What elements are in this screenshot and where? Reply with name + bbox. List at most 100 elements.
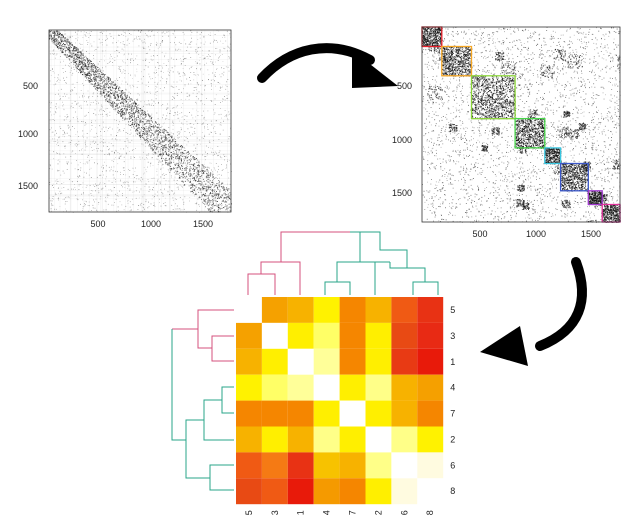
scatter-dot	[430, 203, 432, 205]
scatter-dot	[176, 162, 178, 164]
scatter-dot	[56, 38, 57, 40]
scatter-dot	[158, 102, 159, 104]
scatter-dot	[192, 192, 194, 194]
scatter-dot	[216, 205, 218, 207]
scatter-dot	[84, 205, 86, 207]
scatter-dot	[160, 167, 162, 169]
scatter-dot	[182, 186, 183, 188]
scatter-dot	[49, 184, 50, 186]
scatter-dot	[145, 201, 147, 203]
scatter-dot	[112, 65, 114, 66]
scatter-dot	[188, 185, 190, 187]
scatter-dot	[186, 165, 188, 167]
scatter-dot	[79, 47, 81, 49]
scatter-dot	[69, 56, 71, 57]
scatter-dot	[151, 59, 153, 61]
scatter-dot	[225, 116, 227, 118]
scatter-dot	[75, 195, 77, 196]
scatter-dot	[59, 161, 61, 163]
scatter-dot	[519, 157, 521, 159]
scatter-dot	[219, 133, 221, 135]
scatter-dot	[125, 104, 127, 106]
scatter-dot	[136, 128, 138, 130]
scatter-dot	[162, 31, 164, 33]
scatter-dot	[161, 153, 163, 155]
scatter-dot	[209, 34, 211, 36]
scatter-dot	[78, 136, 79, 137]
scatter-dot	[140, 114, 142, 115]
scatter-dot	[112, 91, 114, 93]
scatter-dot	[115, 105, 117, 107]
scatter-dot	[79, 42, 81, 44]
scatter-dot	[163, 141, 165, 143]
scatter-dot	[227, 118, 228, 119]
scatter-dot	[230, 36, 231, 38]
scatter-dot	[173, 153, 175, 155]
scatter-dot	[49, 168, 51, 170]
scatter-dot	[129, 114, 131, 116]
scatter-dot	[207, 186, 209, 188]
scatter-dot	[153, 105, 154, 106]
scatter-dot	[599, 123, 601, 125]
scatter-dot	[82, 199, 83, 201]
scatter-dot	[76, 60, 78, 62]
scatter-dot	[50, 70, 52, 71]
scatter-dot	[226, 208, 227, 210]
scatter-dot	[227, 188, 229, 190]
scatter-dot	[65, 82, 66, 84]
scatter-dot	[78, 143, 80, 145]
scatter-dot	[150, 118, 152, 120]
scatter-dot	[91, 195, 93, 196]
scatter-dot	[119, 139, 121, 141]
scatter-dot	[223, 197, 225, 199]
scatter-dot	[470, 144, 471, 146]
scatter-dot	[63, 48, 64, 50]
scatter-dot	[82, 54, 84, 56]
scatter-dot	[207, 126, 208, 128]
scatter-dot	[141, 113, 143, 114]
scatter-dot	[179, 156, 181, 157]
raw-matrix-panel: 500 1000 1500 500 1000 1500	[18, 29, 232, 229]
scatter-dot	[180, 148, 182, 150]
scatter-dot	[227, 189, 228, 191]
scatter-dot	[508, 195, 510, 197]
scatter-dot	[69, 197, 70, 199]
scatter-dot	[172, 151, 174, 152]
scatter-dot	[493, 192, 495, 194]
scatter-dot	[99, 88, 101, 90]
scatter-dot	[179, 76, 181, 77]
scatter-dot	[190, 43, 191, 45]
scatter-dot	[504, 41, 505, 43]
scatter-dot	[127, 139, 129, 141]
scatter-dot	[94, 79, 96, 81]
scatter-dot	[210, 188, 212, 190]
scatter-dot	[103, 145, 104, 147]
scatter-dot	[51, 38, 53, 39]
scatter-dot	[134, 120, 136, 122]
scatter-dot	[99, 198, 101, 200]
scatter-dot	[105, 78, 107, 80]
scatter-dot	[198, 187, 200, 188]
scatter-dot	[208, 74, 210, 76]
scatter-dot	[78, 176, 79, 178]
scatter-dot	[87, 156, 89, 158]
scatter-dot	[197, 172, 199, 174]
scatter-dot	[181, 122, 183, 124]
scatter-dot	[208, 181, 210, 183]
scatter-dot	[108, 62, 110, 63]
scatter-dot	[104, 74, 106, 75]
scatter-dot	[50, 34, 52, 36]
scatter-dot	[168, 149, 170, 150]
scatter-dot	[170, 171, 171, 173]
scatter-dot	[102, 70, 104, 72]
scatter-dot	[186, 169, 187, 171]
scatter-dot	[93, 77, 94, 79]
scatter-dot	[202, 123, 204, 125]
scatter-dot	[133, 149, 135, 150]
scatter-dot	[86, 68, 88, 70]
scatter-dot	[77, 131, 78, 133]
scatter-dot	[92, 65, 94, 67]
scatter-dot	[181, 128, 182, 130]
scatter-dot	[215, 85, 216, 87]
scatter-dot	[179, 152, 181, 154]
